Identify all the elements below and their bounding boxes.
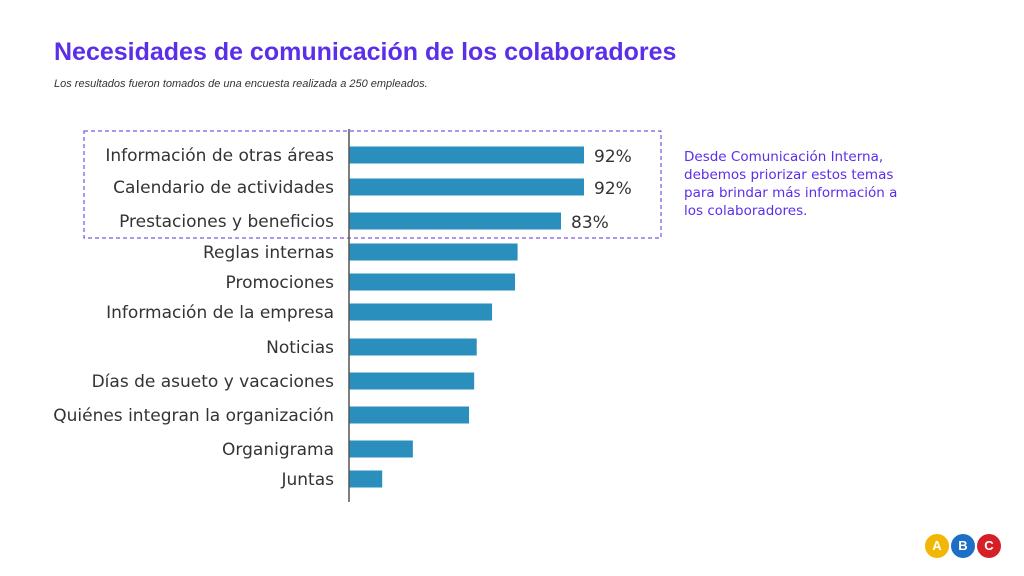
data-label: 92% [594,179,632,199]
logo-letter-a: A [925,534,949,558]
category-label: Información de otras áreas [105,146,334,166]
bar [349,212,562,230]
category-label: Quiénes integran la organización [53,406,334,426]
bar [349,406,470,424]
bar [349,146,584,164]
chart-subtitle: Los resultados fueron tomados de una enc… [54,78,428,90]
data-label: 92% [594,147,632,167]
bar [349,338,477,356]
category-label: Prestaciones y beneficios [119,212,334,232]
highlight-box [83,130,662,239]
bar [349,372,475,390]
bar [349,273,516,291]
bar [349,178,584,196]
logo-letter-b: B [951,534,975,558]
category-label: Información de la empresa [106,303,334,323]
category-label: Organigrama [222,440,334,460]
category-label: Calendario de actividades [113,178,334,198]
data-label: 83% [571,213,609,233]
abc-logo: A B C [925,534,1005,560]
category-label: Reglas internas [203,243,334,263]
category-label: Promociones [226,273,335,293]
bar [349,470,383,488]
bar [349,303,493,321]
category-label: Juntas [280,470,334,490]
callout-note: Desde Comunicación Interna, debemos prio… [684,149,898,219]
logo-letter-c: C [977,534,1001,558]
category-label: Días de asueto y vacaciones [92,372,335,392]
chart-title: Necesidades de comunicación de los colab… [54,38,677,66]
bar [349,440,413,458]
category-label: Noticias [266,338,334,358]
bar [349,243,518,261]
